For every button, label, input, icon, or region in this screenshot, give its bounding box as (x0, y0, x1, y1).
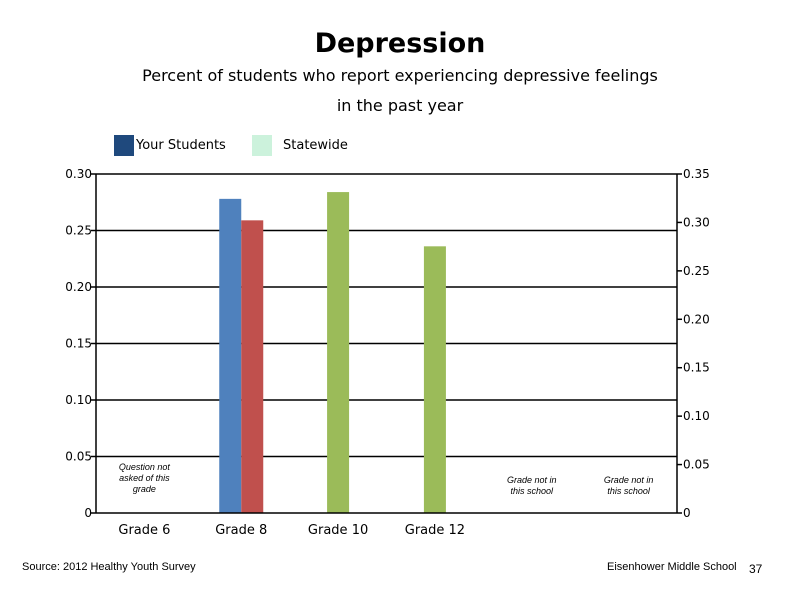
annotation-text: Question not (119, 462, 171, 472)
y-left-tick-label: 0.20 (65, 280, 92, 294)
annotation-text: this school (607, 486, 651, 496)
x-tick-label: Grade 6 (118, 523, 170, 538)
legend-swatch-your-students (114, 135, 134, 156)
y-right-tick-label: 0 (683, 506, 691, 520)
annotation-text: grade (133, 484, 156, 494)
annotation-text: asked of this (119, 473, 170, 483)
annotation-text: this school (510, 486, 554, 496)
y-right-tick-label: 0.15 (683, 361, 710, 375)
bar (219, 198, 242, 514)
school-name: Eisenhower Middle School (607, 561, 737, 573)
chart-subtitle-line-2: in the past year (336, 96, 464, 115)
bar (327, 192, 350, 513)
y-right-tick-label: 0.30 (683, 215, 710, 229)
legend-label-statewide: Statewide (283, 138, 348, 153)
legend-swatch-statewide (252, 135, 272, 156)
y-right-tick-label: 0.10 (683, 409, 710, 423)
source-note: Source: 2012 Healthy Youth Survey (22, 561, 196, 573)
y-right-tick-label: 0.05 (683, 458, 710, 472)
x-tick-label: Grade 8 (215, 523, 267, 538)
y-left-tick-label: 0.15 (65, 337, 92, 351)
y-left-tick-label: 0 (84, 506, 92, 520)
y-left-tick-label: 0.10 (65, 393, 92, 407)
x-tick-label: Grade 10 (308, 523, 368, 538)
bar (241, 220, 264, 513)
y-right-tick-label: 0.25 (683, 264, 710, 278)
chart-subtitle-line-1: Percent of students who report experienc… (142, 66, 658, 85)
x-tick-label: Grade 12 (405, 523, 465, 538)
y-left-tick-label: 0.30 (65, 167, 92, 181)
y-left-tick-label: 0.25 (65, 224, 92, 238)
annotation-text: Grade not in (604, 475, 654, 485)
y-right-tick-label: 0.35 (683, 167, 710, 181)
page-number: 37 (749, 562, 763, 576)
annotation-text: Grade not in (507, 475, 557, 485)
bar (423, 246, 446, 513)
y-left-tick-label: 0.05 (65, 450, 92, 464)
chart-title: Depression (314, 28, 486, 59)
legend-label-your-students: Your Students (136, 138, 226, 153)
y-right-tick-label: 0.20 (683, 312, 710, 326)
